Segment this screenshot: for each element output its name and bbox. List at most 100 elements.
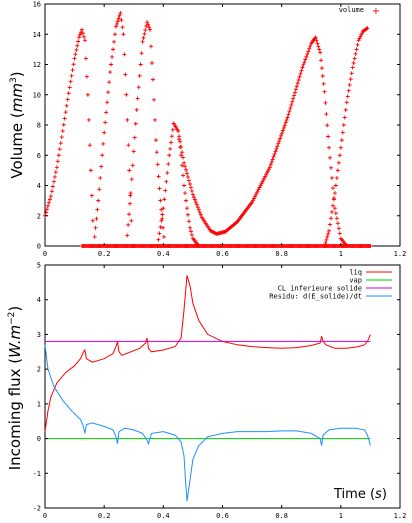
volume-point (87, 143, 92, 148)
volume-point (156, 174, 161, 179)
volume-point (334, 216, 339, 221)
volume-point (300, 65, 305, 70)
flux-y-tick-label: 5 (37, 262, 41, 270)
volume-point (354, 47, 359, 52)
volume-point (291, 96, 296, 101)
volume-point (126, 143, 131, 148)
volume-point (145, 20, 150, 25)
volume-point (267, 165, 272, 170)
volume-point (58, 141, 63, 146)
volume-point (76, 39, 81, 44)
volume-point (82, 38, 87, 43)
volume-point (194, 202, 199, 207)
volume-point (322, 89, 327, 94)
volume-point (168, 146, 173, 151)
volume-point (155, 162, 160, 167)
volume-point (276, 141, 281, 146)
volume-point (335, 221, 340, 226)
volume-point (52, 174, 57, 179)
volume-point (106, 90, 111, 95)
volume-point (159, 218, 164, 223)
volume-point (127, 212, 132, 217)
volume-point (62, 116, 67, 121)
volume-point (103, 120, 108, 125)
volume-point (59, 135, 64, 140)
volume-point (195, 205, 200, 210)
volume-point (313, 35, 318, 40)
flux-line-residu-d-e-solide-dt (44, 344, 371, 502)
volume-point (135, 96, 140, 101)
volume-point (88, 168, 93, 173)
volume-point (141, 35, 146, 40)
volume-point (78, 32, 83, 37)
volume-point (117, 13, 122, 18)
volume-point (188, 185, 193, 190)
volume-point (190, 192, 195, 197)
volume-point (268, 162, 273, 167)
volume-point (131, 149, 136, 154)
volume-point (180, 163, 185, 168)
volume-point (275, 144, 280, 149)
volume-y-tick-label: 4 (37, 182, 41, 190)
volume-point (158, 225, 163, 230)
volume-point (319, 58, 324, 63)
volume-point (130, 163, 135, 168)
volume-point (334, 175, 339, 180)
volume-point (315, 41, 320, 46)
volume-point (319, 66, 324, 71)
volume-point (164, 179, 169, 184)
volume-point (295, 81, 300, 86)
volume-point (351, 60, 356, 65)
volume-y-tick-label: 6 (37, 152, 41, 160)
volume-point (277, 139, 282, 144)
volume-point (72, 56, 77, 61)
legend-label-cl-inferieure-solide: CL inferieure solide (278, 285, 362, 293)
volume-point (157, 231, 162, 236)
volume-point (318, 50, 323, 55)
volume-point (140, 39, 145, 44)
volume-point (346, 88, 351, 93)
volume-point (298, 71, 303, 76)
volume-point (147, 25, 152, 30)
volume-point (43, 210, 48, 215)
volume-point (192, 197, 197, 202)
volume-point (187, 181, 192, 186)
volume-point (341, 123, 346, 127)
legend-label-liq: liq (349, 269, 362, 277)
volume-point (66, 91, 71, 96)
volume-point (178, 139, 183, 144)
volume-point (55, 159, 60, 164)
volume-point (293, 87, 298, 92)
volume-point (64, 103, 69, 108)
volume-point (332, 191, 337, 196)
volume-point (109, 62, 114, 67)
volume-point (272, 152, 277, 157)
volume-point (159, 207, 164, 212)
volume-point (348, 77, 353, 82)
legend-marker-volume: + (372, 6, 380, 17)
volume-point (283, 120, 288, 125)
volume-point (343, 107, 348, 112)
volume-point (185, 206, 189, 211)
volume-point (161, 206, 166, 211)
volume-point (344, 100, 349, 105)
flux-x-tick-label: 1 (339, 512, 343, 520)
volume-point (148, 27, 153, 32)
volume-x-tick-label: 1.2 (394, 250, 407, 258)
volume-point (46, 200, 51, 205)
volume-point (110, 54, 115, 59)
volume-point (326, 231, 331, 236)
volume-point (165, 170, 170, 175)
volume-point (169, 140, 174, 145)
volume-point (125, 117, 130, 122)
volume-point (45, 203, 50, 208)
volume-point (327, 155, 332, 160)
volume-point (193, 200, 198, 205)
volume-point (75, 43, 80, 48)
volume-point (54, 165, 59, 170)
volume-point (185, 171, 189, 176)
volume-point (189, 232, 194, 237)
volume-point (269, 160, 274, 165)
